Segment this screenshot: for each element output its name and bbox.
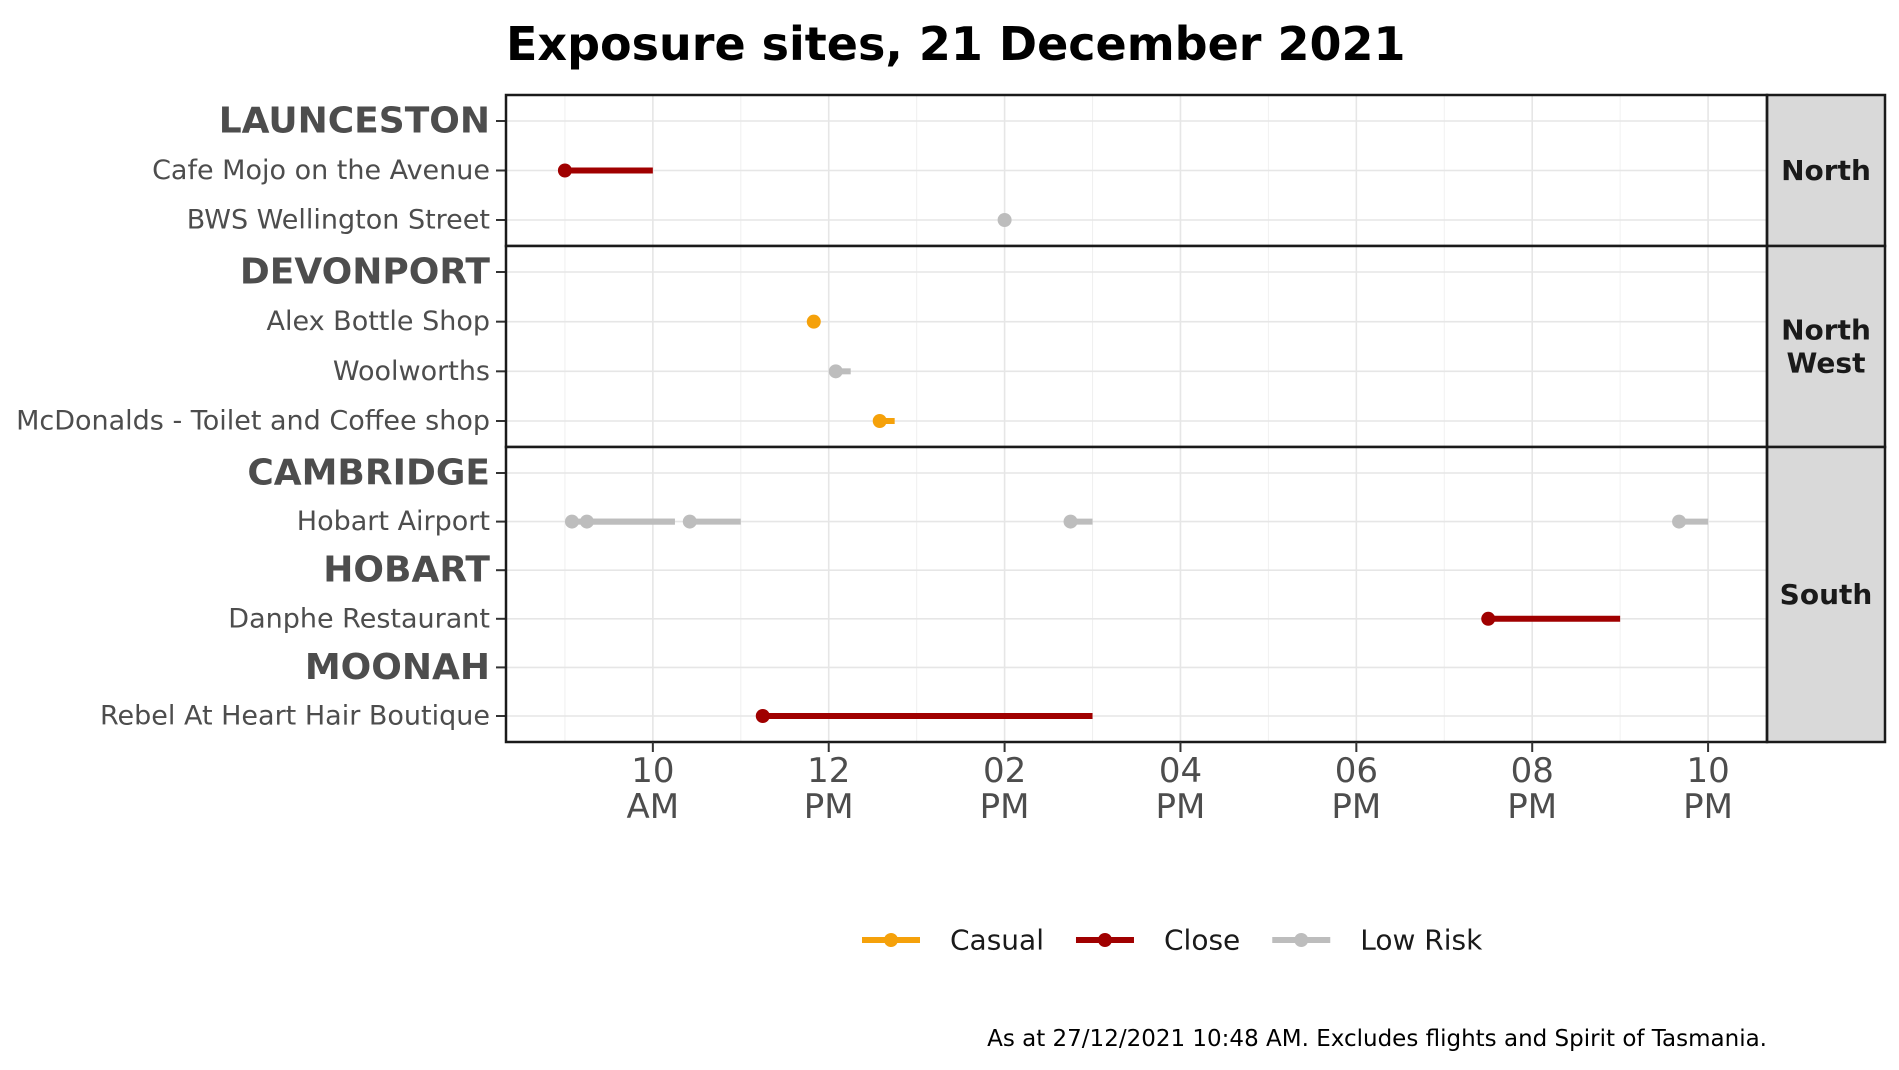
panel-background [506,447,1767,742]
exposure-point [682,514,697,529]
legend-label: Low Risk [1360,924,1483,957]
legend-label: Close [1164,924,1240,957]
site-label: Woolworths [333,356,490,387]
legend-key-point [1294,933,1309,947]
exposure-point [557,163,572,178]
exposure-point [1672,514,1687,529]
legend-key-point [1097,933,1112,947]
exposure-point [755,709,770,723]
site-label: Danphe Restaurant [228,603,490,634]
site-label: Rebel At Heart Hair Boutique [100,701,490,732]
facet-label: North [1781,314,1871,347]
chart-title: Exposure sites, 21 December 2021 [506,17,1406,71]
x-tick-label-hour: 02 [983,751,1026,791]
town-label: MOONAH [305,647,490,688]
facet-0: LAUNCESTON Cafe Mojo on the Avenue BWS Wel… [152,93,1887,248]
x-tick-label-period: PM [1331,787,1381,827]
town-label: HOBART [323,550,490,591]
x-tick-label-hour: 04 [1159,751,1202,791]
exposure-point [564,514,579,529]
legend: Casual Close Low Risk [862,924,1483,957]
panel-border [504,445,1769,744]
facet-strip [1765,244,1887,449]
exposure-point [997,213,1012,227]
x-tick-label-hour: 10 [631,751,674,791]
x-tick-label-period: PM [1683,787,1733,827]
site-label: McDonalds - Toilet and Coffee shop [16,406,490,437]
exposure-point [1063,514,1078,529]
x-tick-label-hour: 06 [1335,751,1378,791]
exposure-point [806,314,821,329]
site-label: Alex Bottle Shop [267,306,491,337]
town-label: LAUNCESTON [219,101,490,142]
facet-label: South [1780,578,1873,611]
exposure-point [872,414,887,428]
x-tick-label-hour: 08 [1511,751,1554,791]
x-tick-label-period: PM [980,787,1030,827]
facet-strip [1765,93,1887,248]
x-tick-label-hour: 12 [807,751,850,791]
facet-label: North [1781,154,1871,187]
town-label: DEVONPORT [240,252,491,293]
town-label: CAMBRIDGE [247,453,490,494]
legend-label: Casual [950,924,1044,957]
exposure-point [1481,611,1496,626]
x-tick-label-hour: 10 [1686,751,1729,791]
facet-label: West [1787,347,1866,380]
site-label: Cafe Mojo on the Avenue [152,155,490,186]
x-tick-label-period: PM [1156,787,1206,827]
exposure-point [579,514,594,529]
facet-2: CAMBRIDGE Hobart Airport HOBART Danphe Rest… [100,445,1887,744]
chart-caption: As at 27/12/2021 10:48 AM. Excludes flig… [987,1026,1767,1052]
site-label: BWS Wellington Street [187,205,490,236]
facet-1: DEVONPORT Alex Bottle Shop Woolworths McDon… [16,244,1887,449]
plot-area: LAUNCESTON Cafe Mojo on the Avenue BWS Wel… [16,93,1887,827]
site-label: Hobart Airport [297,506,490,537]
legend-key-point [884,933,898,947]
x-tick-label-period: AM [627,787,680,827]
exposure-point [828,364,843,379]
panel-background [506,246,1767,447]
x-tick-label-period: PM [804,787,854,827]
x-tick-label-period: PM [1507,787,1557,827]
